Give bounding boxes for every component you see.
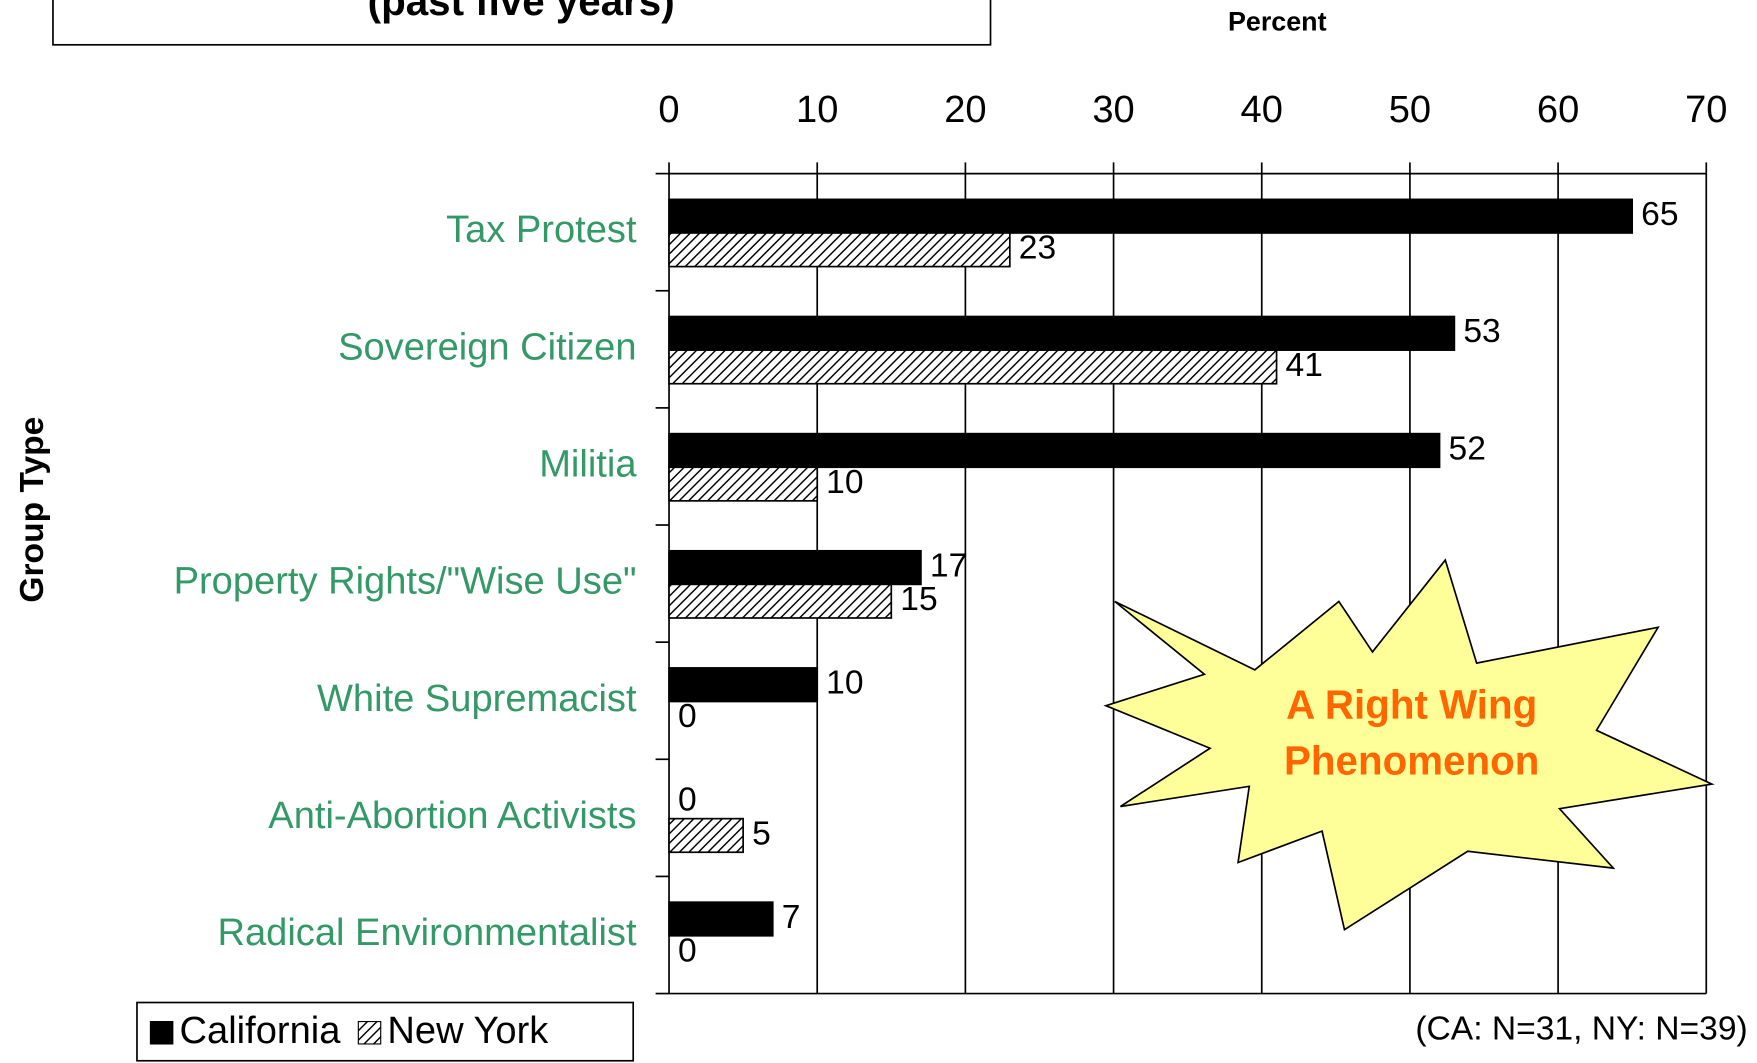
bar xyxy=(668,232,1011,268)
value-label: 0 xyxy=(678,932,697,969)
bar xyxy=(668,583,893,619)
x-tick-label: 30 xyxy=(1092,89,1134,131)
bar xyxy=(668,667,819,703)
value-label: 17 xyxy=(930,547,967,584)
annotation: A Right Wing xyxy=(1286,682,1537,728)
legend-swatch xyxy=(357,1020,382,1045)
x-tick-label: 40 xyxy=(1241,89,1283,131)
note: (CA: N=31, NY: N=39) xyxy=(1415,1010,1747,1047)
value-label: 41 xyxy=(1286,347,1323,384)
y-tick-label: Sovereign Citizen xyxy=(338,326,636,368)
value-label: 53 xyxy=(1463,313,1500,350)
y-tick-label: Radical Environmentalist xyxy=(218,912,637,954)
starburst xyxy=(1103,558,1715,932)
value-label: 0 xyxy=(678,782,697,819)
value-label: 7 xyxy=(782,899,801,936)
y-axis-label: Group Type xyxy=(14,417,51,603)
title-box xyxy=(52,0,992,46)
chart-title: (past five years) xyxy=(368,0,675,24)
bar xyxy=(668,817,744,854)
x-tick-label: 60 xyxy=(1537,89,1579,131)
y-tick-label: Tax Protest xyxy=(446,209,637,251)
y-tick-label: Militia xyxy=(539,444,637,486)
legend-swatch xyxy=(149,1020,174,1045)
value-label: 52 xyxy=(1449,430,1486,467)
value-label: 65 xyxy=(1641,196,1678,233)
legend-box xyxy=(136,1001,635,1062)
bar xyxy=(668,466,819,502)
x-tick-label: 70 xyxy=(1685,89,1727,131)
bar xyxy=(668,198,1634,234)
annotation: Phenomenon xyxy=(1284,738,1539,784)
value-label: 15 xyxy=(900,581,937,618)
legend-label: California xyxy=(180,1010,342,1052)
value-label: 10 xyxy=(826,464,863,501)
x-axis-label: Percent xyxy=(1228,7,1327,37)
x-tick-label: 10 xyxy=(796,89,838,131)
y-tick-label: Property Rights/"Wise Use" xyxy=(174,561,637,603)
y-tick-label: Anti-Abortion Activists xyxy=(268,795,636,837)
bar xyxy=(668,549,922,586)
value-label: 5 xyxy=(752,815,771,852)
bar xyxy=(668,315,1456,351)
x-tick-label: 50 xyxy=(1389,89,1431,131)
x-tick-label: 0 xyxy=(658,89,679,131)
value-label: 23 xyxy=(1019,230,1056,267)
x-tick-label: 20 xyxy=(944,89,986,131)
bar xyxy=(668,901,774,937)
value-label: 10 xyxy=(826,665,863,702)
legend-label: New York xyxy=(387,1010,549,1052)
y-tick-label: White Supremacist xyxy=(317,678,637,720)
value-label: 0 xyxy=(678,698,697,735)
bar xyxy=(668,349,1278,385)
bar xyxy=(668,432,1441,469)
